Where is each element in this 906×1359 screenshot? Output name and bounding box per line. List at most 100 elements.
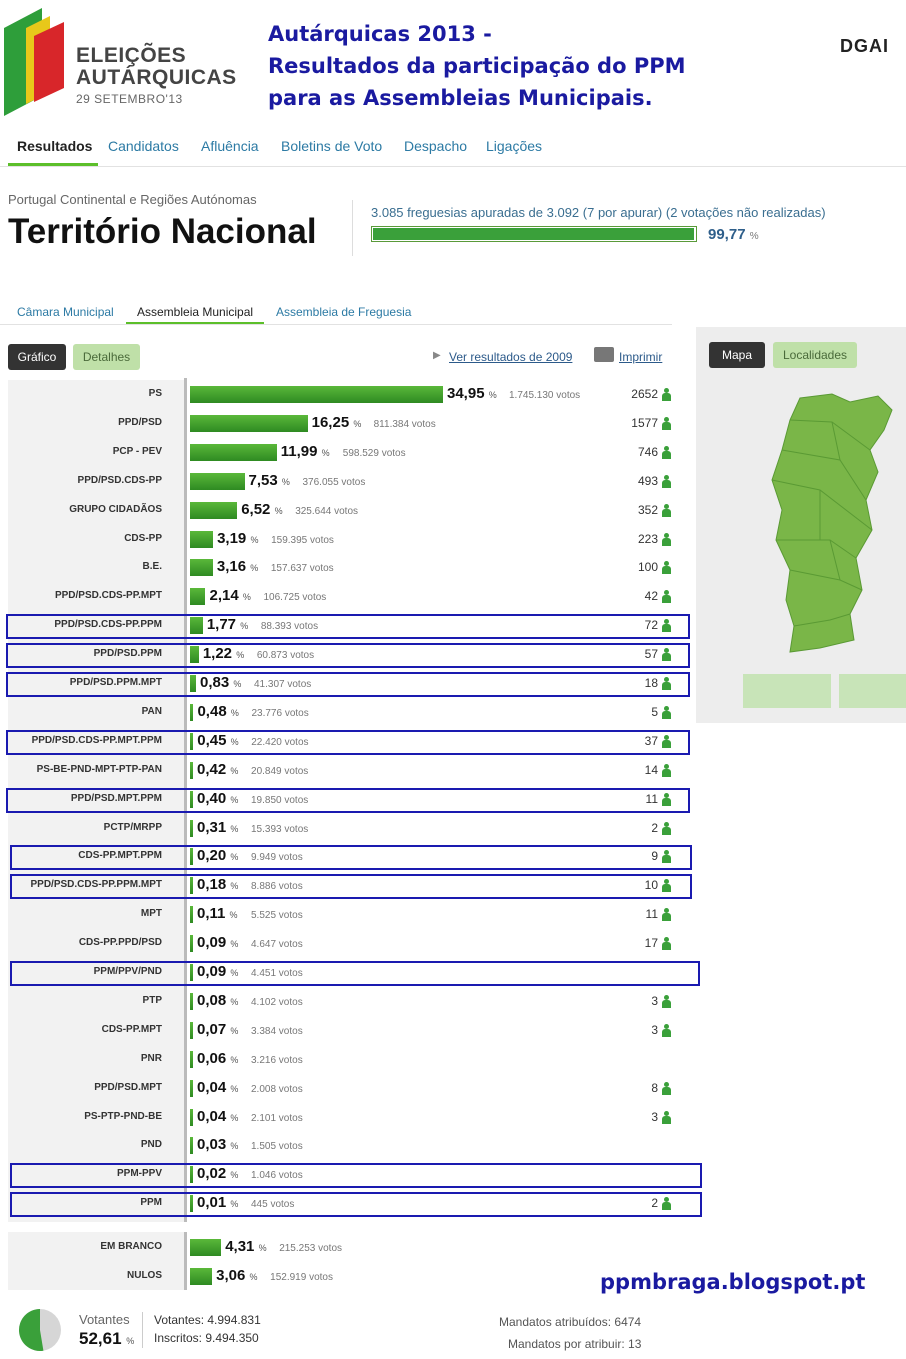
ver-resultados-2009-link[interactable]: Ver resultados de 2009 — [449, 350, 573, 364]
nav-tab-0[interactable]: Resultados — [17, 138, 93, 154]
result-row[interactable]: PND 0,03 % 1.505 votos — [0, 1131, 700, 1160]
votantes-label: Votantes — [79, 1312, 130, 1327]
mapa-button[interactable]: Mapa — [709, 342, 765, 368]
result-row[interactable]: CDS-PP 3,19 % 159.395 votos 223 — [0, 525, 700, 554]
result-row[interactable]: NULOS 3,06 % 152.919 votos — [0, 1262, 700, 1291]
result-row[interactable]: PPD/PSD.MPT 0,04 % 2.008 votos 8 — [0, 1074, 700, 1103]
portugal-map-icon[interactable] — [760, 390, 906, 660]
ppm-highlight-box — [6, 614, 690, 640]
result-row[interactable]: PCTP/MRPP 0,31 % 15.393 votos 2 — [0, 814, 700, 843]
localidades-button[interactable]: Localidades — [773, 342, 857, 368]
result-mandates: 57 — [644, 647, 658, 662]
result-mandates: 1577 — [631, 415, 658, 430]
result-votes: 1.046 votos — [251, 1170, 303, 1182]
result-percent: 3,16 % — [216, 558, 259, 576]
subtab-0[interactable]: Câmara Municipal — [17, 305, 114, 319]
result-row[interactable]: PPD/PSD.MPT.PPM 0,40 % 19.850 votos 11 — [0, 785, 700, 814]
result-bar — [190, 675, 196, 692]
result-row[interactable]: PPD/PSD.PPM 1,22 % 60.873 votos 57 — [0, 640, 700, 669]
result-percent: 0,06 % — [197, 1049, 239, 1067]
result-row[interactable]: PS-PTP-PND-BE 0,04 % 2.101 votos 3 — [0, 1103, 700, 1132]
person-icon — [662, 1023, 671, 1037]
headline-line3: para as Assembleias Municipais. — [268, 86, 653, 110]
result-row[interactable]: PPD/PSD 16,25 % 811.384 votos 1577 — [0, 409, 700, 438]
result-votes: 445 votos — [251, 1199, 295, 1211]
result-row[interactable]: PTP 0,08 % 4.102 votos 3 — [0, 987, 700, 1016]
result-percent: 4,31 % — [225, 1238, 267, 1255]
person-icon — [662, 994, 671, 1008]
nav-tab-4[interactable]: Despacho — [404, 138, 468, 154]
party-label: PPD/PSD.CDS-PP.MPT.PPM — [31, 734, 162, 746]
nav-tab-1[interactable]: Candidatos — [108, 138, 179, 154]
subtab-1[interactable]: Assembleia Municipal — [137, 305, 254, 319]
result-percent: 16,25 % — [311, 413, 362, 431]
party-label: PPD/PSD.CDS-PP.MPT — [54, 590, 162, 602]
chart-axis — [184, 378, 187, 1222]
result-mandates: 352 — [637, 502, 658, 517]
play-arrow-icon: ▶ — [433, 350, 441, 361]
result-mandates: 8 — [651, 1080, 658, 1095]
result-row[interactable]: PPD/PSD.CDS-PP.MPT 2,14 % 106.725 votos 42 — [0, 582, 700, 611]
result-row[interactable]: MPT 0,11 % 5.525 votos 11 — [0, 900, 700, 929]
nav-tab-2[interactable]: Afluência — [201, 138, 259, 154]
azores-map-icon[interactable] — [743, 674, 831, 708]
result-row[interactable]: GRUPO CIDADÃOS 6,52 % 325.644 votos 352 — [0, 496, 700, 525]
result-votes: 5.525 votos — [251, 910, 303, 922]
printer-icon[interactable] — [594, 347, 614, 362]
person-icon — [662, 619, 671, 633]
result-row[interactable]: PPD/PSD.PPM.MPT 0,83 % 41.307 votos 18 — [0, 669, 700, 698]
result-mandates: 100 — [637, 560, 658, 575]
ppm-highlight-box — [6, 643, 690, 669]
result-mandates: 10 — [644, 878, 658, 893]
result-row[interactable]: PPD/PSD.CDS-PP.PPM 1,77 % 88.393 votos 72 — [0, 611, 700, 640]
result-row[interactable]: B.E. 3,16 % 157.637 votos 100 — [0, 553, 700, 582]
result-row[interactable]: PCP - PEV 11,99 % 598.529 votos 746 — [0, 438, 700, 467]
result-votes: 23.776 votos — [251, 707, 309, 719]
result-mandates: 2652 — [631, 387, 658, 401]
detalhes-button[interactable]: Detalhes — [73, 344, 140, 370]
nav-tab-3[interactable]: Boletins de Voto — [281, 138, 383, 154]
result-row[interactable]: PPM 0,01 % 445 votos 2 — [0, 1189, 700, 1218]
result-row[interactable]: PPD/PSD.CDS-PP.PPM.MPT 0,18 % 8.886 votos 1… — [0, 871, 700, 900]
imprimir-link[interactable]: Imprimir — [619, 350, 663, 364]
result-row[interactable]: CDS-PP.MPT 0,07 % 3.384 votos 3 — [0, 1016, 700, 1045]
party-label: CDS-PP.MPT — [101, 1023, 162, 1035]
party-label: CDS-PP.PPD/PSD — [78, 937, 162, 949]
result-row[interactable]: PS-BE-PND-MPT-PTP-PAN 0,42 % 20.849 votos 1… — [0, 756, 700, 785]
turnout-pie-icon — [18, 1309, 61, 1351]
person-icon — [662, 763, 671, 777]
result-row[interactable]: PS 34,95 % 1.745.130 votos 2652 — [0, 380, 700, 409]
party-label: PPD/PSD.CDS-PP — [77, 474, 162, 486]
party-label: PPD/PSD.PPM — [93, 648, 162, 660]
person-icon — [662, 503, 671, 517]
person-icon — [662, 879, 671, 893]
mandatos-por-atribuir: Mandatos por atribuir: 13 — [508, 1337, 642, 1351]
result-row[interactable]: PPD/PSD.CDS-PP 7,53 % 376.055 votos 493 — [0, 467, 700, 496]
result-percent: 3,06 % — [216, 1267, 258, 1284]
result-row[interactable]: EM BRANCO 4,31 % 215.253 votos — [0, 1233, 700, 1262]
grafico-button[interactable]: Gráfico — [8, 344, 66, 370]
result-row[interactable]: PNR 0,06 % 3.216 votos — [0, 1045, 700, 1074]
result-bar — [190, 472, 245, 490]
result-row[interactable]: PAN 0,48 % 23.776 votos 5 — [0, 698, 700, 727]
subtab-2[interactable]: Assembleia de Freguesia — [276, 305, 412, 319]
madeira-map-icon[interactable] — [839, 674, 906, 708]
result-row[interactable]: PPD/PSD.CDS-PP.MPT.PPM 0,45 % 22.420 votos… — [0, 727, 700, 756]
result-bar — [190, 588, 206, 606]
result-row[interactable]: PPM/PPV/PND 0,09 % 4.451 votos — [0, 958, 700, 987]
progress-bar-fill — [373, 228, 695, 240]
result-row[interactable]: PPM-PPV 0,02 % 1.046 votos — [0, 1160, 700, 1189]
result-bar — [190, 1137, 193, 1155]
result-row[interactable]: CDS-PP.PPD/PSD 0,09 % 4.647 votos 17 — [0, 929, 700, 958]
nav-tab-5[interactable]: Ligações — [486, 138, 543, 154]
result-percent: 0,48 % — [197, 702, 239, 720]
result-row[interactable]: CDS-PP.MPT.PPM 0,20 % 9.949 votos 9 — [0, 842, 700, 871]
votantes-count: Votantes: 4.994.831 — [154, 1313, 261, 1327]
party-label: PND — [140, 1139, 162, 1151]
result-percent: 1,77 % — [206, 616, 249, 634]
result-votes: 2.008 votos — [251, 1083, 303, 1095]
ppm-highlight-box — [10, 874, 692, 900]
result-mandates: 2 — [651, 1196, 658, 1211]
party-label: PPD/PSD — [118, 416, 162, 428]
result-percent: 0,02 % — [197, 1165, 239, 1183]
